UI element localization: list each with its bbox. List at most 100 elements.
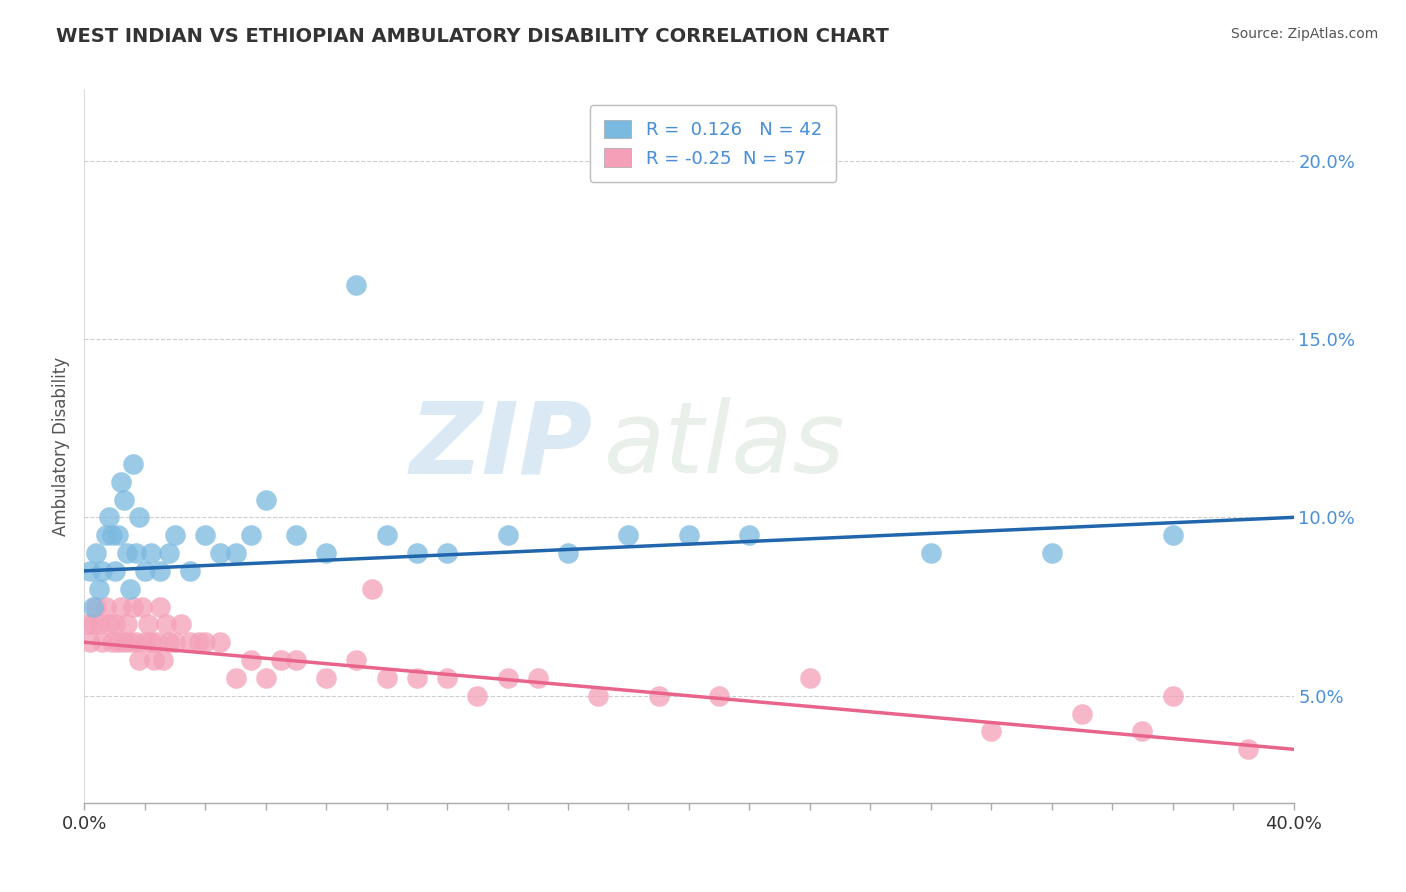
Point	[254, 671, 277, 685]
Point	[209, 635, 232, 649]
Point	[79, 564, 101, 578]
Point	[375, 671, 398, 685]
Point	[194, 635, 217, 649]
Point	[239, 528, 262, 542]
Point	[170, 617, 193, 632]
Point	[118, 635, 141, 649]
Point	[315, 671, 337, 685]
Point	[678, 528, 700, 542]
Legend: R =  0.126   N = 42, R = -0.25  N = 57: R = 0.126 N = 42, R = -0.25 N = 57	[589, 105, 837, 182]
Point	[285, 528, 308, 542]
Point	[1071, 706, 1094, 721]
Point	[86, 546, 108, 560]
Point	[346, 653, 368, 667]
Point	[157, 635, 180, 649]
Text: atlas: atlas	[605, 398, 846, 494]
Point	[149, 564, 172, 578]
Point	[527, 671, 550, 685]
Point	[588, 689, 610, 703]
Point	[270, 653, 292, 667]
Point	[97, 617, 120, 632]
Point	[194, 528, 217, 542]
Point	[315, 546, 337, 560]
Point	[149, 599, 172, 614]
Point	[125, 546, 148, 560]
Point	[110, 475, 132, 489]
Point	[118, 582, 141, 596]
Point	[134, 635, 156, 649]
Point	[1132, 724, 1154, 739]
Point	[1161, 528, 1184, 542]
Point	[920, 546, 942, 560]
Point	[648, 689, 671, 703]
Point	[406, 671, 429, 685]
Point	[1237, 742, 1260, 756]
Point	[115, 546, 138, 560]
Point	[179, 564, 201, 578]
Point	[131, 599, 153, 614]
Point	[89, 582, 111, 596]
Point	[121, 457, 143, 471]
Point	[225, 671, 247, 685]
Point	[285, 653, 308, 667]
Point	[104, 617, 127, 632]
Point	[136, 617, 159, 632]
Point	[94, 599, 117, 614]
Point	[152, 653, 174, 667]
Text: Source: ZipAtlas.com: Source: ZipAtlas.com	[1230, 27, 1378, 41]
Point	[104, 564, 127, 578]
Point	[97, 510, 120, 524]
Point	[254, 492, 277, 507]
Point	[375, 528, 398, 542]
Point	[436, 546, 458, 560]
Text: ZIP: ZIP	[409, 398, 592, 494]
Point	[134, 564, 156, 578]
Point	[139, 546, 162, 560]
Point	[112, 635, 135, 649]
Point	[128, 510, 150, 524]
Point	[91, 635, 114, 649]
Point	[225, 546, 247, 560]
Point	[738, 528, 761, 542]
Point	[980, 724, 1002, 739]
Point	[107, 528, 129, 542]
Point	[617, 528, 640, 542]
Point	[467, 689, 489, 703]
Point	[125, 635, 148, 649]
Point	[709, 689, 731, 703]
Point	[799, 671, 821, 685]
Point	[82, 599, 104, 614]
Point	[142, 653, 165, 667]
Point	[115, 617, 138, 632]
Point	[496, 528, 519, 542]
Point	[239, 653, 262, 667]
Point	[436, 671, 458, 685]
Point	[89, 617, 111, 632]
Point	[146, 635, 169, 649]
Point	[346, 278, 368, 293]
Point	[157, 546, 180, 560]
Point	[107, 635, 129, 649]
Point	[165, 635, 187, 649]
Point	[79, 635, 101, 649]
Point	[100, 528, 122, 542]
Text: WEST INDIAN VS ETHIOPIAN AMBULATORY DISABILITY CORRELATION CHART: WEST INDIAN VS ETHIOPIAN AMBULATORY DISA…	[56, 27, 889, 45]
Point	[496, 671, 519, 685]
Point	[188, 635, 211, 649]
Point	[209, 546, 232, 560]
Point	[406, 546, 429, 560]
Point	[1161, 689, 1184, 703]
Point	[91, 564, 114, 578]
Point	[110, 599, 132, 614]
Point	[86, 599, 108, 614]
Point	[100, 635, 122, 649]
Point	[1040, 546, 1063, 560]
Point	[139, 635, 162, 649]
Point	[179, 635, 201, 649]
Point	[112, 492, 135, 507]
Point	[165, 528, 187, 542]
Point	[121, 599, 143, 614]
Y-axis label: Ambulatory Disability: Ambulatory Disability	[52, 357, 70, 535]
Point	[76, 617, 98, 632]
Point	[360, 582, 382, 596]
